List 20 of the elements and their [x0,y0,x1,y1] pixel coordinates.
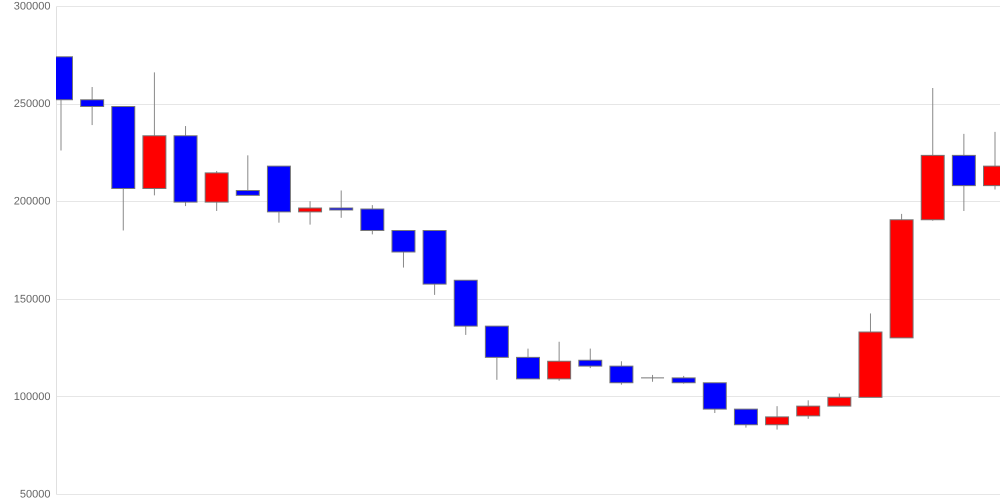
y-tick-label: 200000 [14,196,50,208]
candlestick [360,204,384,235]
candlestick [547,341,572,382]
candlestick [765,406,790,430]
candlestick [329,190,354,218]
y-tick-label: 50000 [20,488,50,500]
y-tick-label: 100000 [14,390,50,403]
candlestick [609,360,634,386]
candlestick [236,154,260,196]
candlestick [578,348,602,369]
candlestick [80,86,104,126]
y-tick-label: 150000 [14,293,50,306]
y-tick-label: 300000 [14,0,50,12]
candlestick [734,408,758,428]
candlestick [827,392,852,407]
candlestick [516,348,540,380]
y-tick-label: 250000 [14,98,50,110]
candlestick [796,400,820,420]
candlestick [391,230,416,268]
candlestick [298,200,322,226]
